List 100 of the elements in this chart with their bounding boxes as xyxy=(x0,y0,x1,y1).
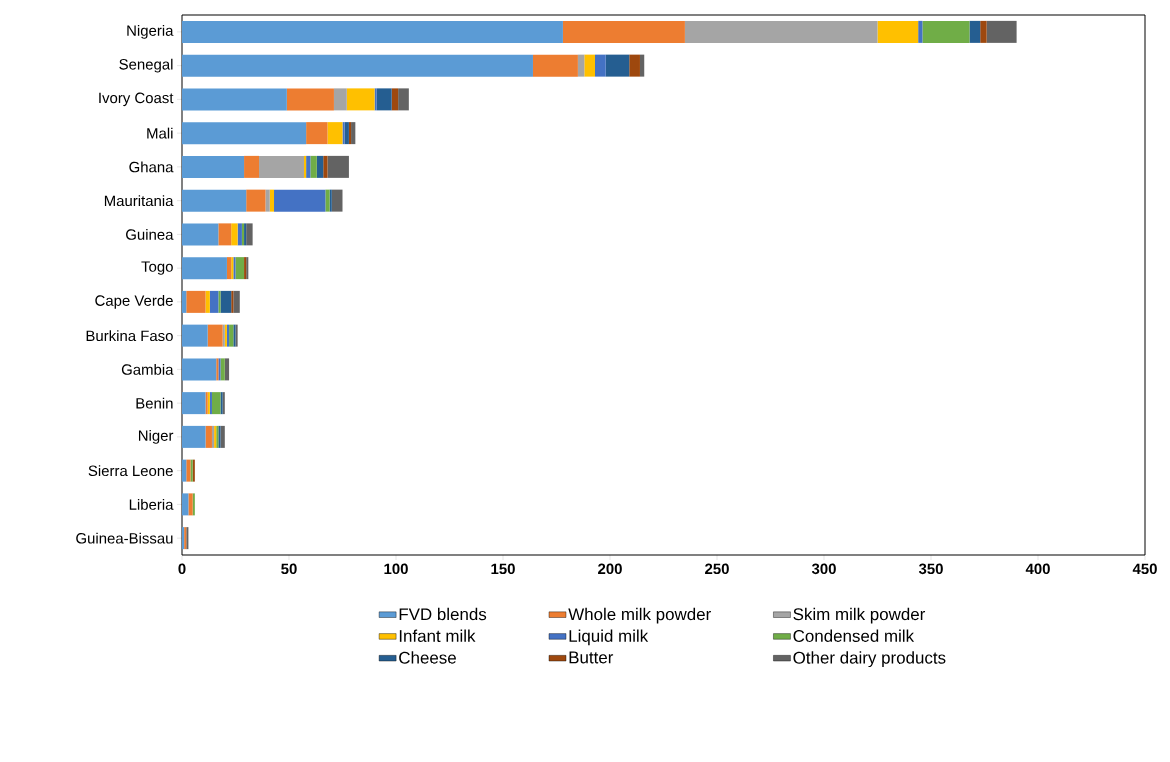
bar xyxy=(233,290,240,313)
bar xyxy=(562,20,685,43)
bar xyxy=(231,223,238,246)
bar xyxy=(182,155,245,178)
legend-label: Whole milk powder xyxy=(568,607,711,624)
x-tick-label: 400 xyxy=(1025,563,1050,575)
bar xyxy=(188,493,193,516)
bar xyxy=(182,189,247,212)
bar xyxy=(922,20,970,43)
bar xyxy=(325,189,330,212)
bar xyxy=(220,290,232,313)
bar xyxy=(182,358,217,381)
x-tick-label: 250 xyxy=(705,563,729,575)
bar xyxy=(220,425,225,448)
y-tick-label: Mali xyxy=(147,127,173,139)
legend-label: Infant milk xyxy=(399,629,476,642)
bar xyxy=(182,324,208,347)
bar xyxy=(969,20,981,43)
bar xyxy=(344,122,349,145)
legend-label: Skim milk powder xyxy=(793,607,926,624)
y-tick-label: Liberia xyxy=(129,498,174,510)
bar xyxy=(231,290,234,313)
bar xyxy=(329,189,332,212)
bar xyxy=(532,54,578,77)
bar xyxy=(186,290,206,313)
y-tick-label: Guinea xyxy=(126,228,174,240)
bar xyxy=(331,189,343,212)
y-tick-label: Togo xyxy=(141,261,173,275)
y-tick-label: Ivory Coast xyxy=(99,92,174,107)
bar xyxy=(629,54,640,77)
bar xyxy=(348,122,352,145)
bar xyxy=(182,257,227,280)
bar xyxy=(391,88,399,111)
bar xyxy=(186,459,191,482)
bar xyxy=(351,122,356,145)
bar xyxy=(286,88,334,111)
bar xyxy=(374,88,377,111)
y-tick-label: Cape Verde xyxy=(95,294,173,309)
y-tick-label: Gambia xyxy=(121,363,174,375)
y-tick-label: Burkina Faso xyxy=(86,330,173,342)
bar xyxy=(274,189,326,212)
bar xyxy=(986,20,1017,43)
bar xyxy=(303,155,307,178)
bar xyxy=(316,155,324,178)
bar xyxy=(182,459,187,482)
bar xyxy=(605,54,630,77)
legend-label: FVD blends xyxy=(399,607,487,621)
y-tick-label: Ghana xyxy=(129,161,174,173)
bar xyxy=(342,122,345,145)
bar xyxy=(323,155,328,178)
bar xyxy=(259,155,304,178)
bar xyxy=(684,20,878,43)
bar xyxy=(980,20,987,43)
bar xyxy=(211,392,221,415)
bar xyxy=(182,290,187,313)
bar xyxy=(346,88,375,111)
bar xyxy=(237,223,242,246)
bar xyxy=(639,54,645,77)
y-tick-label: Sierra Leone xyxy=(88,465,173,477)
legend-label: Other dairy products xyxy=(793,651,946,668)
bar xyxy=(269,189,275,212)
bar xyxy=(327,155,349,178)
bar xyxy=(265,189,270,212)
bar xyxy=(218,290,221,313)
bar xyxy=(182,493,189,516)
bar xyxy=(584,54,596,77)
bar xyxy=(220,358,225,381)
y-tick-label: Nigeria xyxy=(127,24,174,39)
bar xyxy=(246,223,253,246)
bar xyxy=(306,155,311,178)
bar xyxy=(182,54,533,77)
bar xyxy=(310,155,317,178)
x-tick-label: 450 xyxy=(1132,563,1157,575)
bar xyxy=(595,54,606,77)
bar xyxy=(182,425,206,448)
x-tick-label: 350 xyxy=(918,563,943,575)
bar xyxy=(577,54,585,77)
bar xyxy=(182,392,206,415)
bar xyxy=(205,425,212,448)
bar xyxy=(226,257,232,280)
bar xyxy=(209,290,219,313)
bar xyxy=(246,189,266,212)
legend-label: Liquid milk xyxy=(569,629,649,646)
x-tick-label: 150 xyxy=(491,563,515,575)
bar xyxy=(376,88,392,111)
bar xyxy=(207,324,223,347)
bar xyxy=(218,223,232,246)
legend-label: Butter xyxy=(569,651,614,664)
bar xyxy=(333,88,347,111)
bar xyxy=(192,493,195,516)
bar xyxy=(398,88,409,111)
x-tick-label: 100 xyxy=(384,563,408,575)
x-tick-label: 50 xyxy=(281,563,297,575)
bar xyxy=(182,20,563,43)
bar xyxy=(244,155,260,178)
bar xyxy=(918,20,923,43)
bar xyxy=(229,324,234,347)
bar xyxy=(877,20,919,43)
bar xyxy=(182,223,219,246)
bar xyxy=(205,290,210,313)
